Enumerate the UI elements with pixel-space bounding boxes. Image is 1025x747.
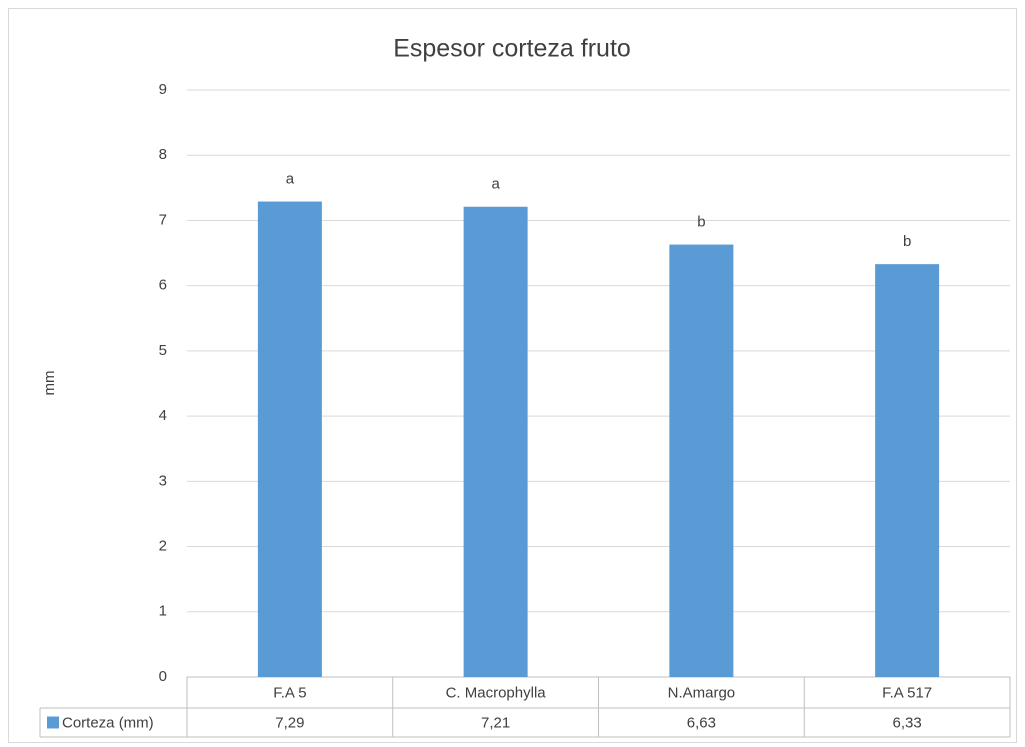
legend-swatch [47, 716, 59, 729]
bar [875, 264, 940, 677]
x-tick-label: C. Macrophylla [446, 684, 547, 701]
chart-title: Espesor corteza fruto [393, 35, 631, 63]
y-tick-label: 8 [159, 146, 167, 163]
table-value: 7,29 [275, 714, 304, 731]
bar [669, 244, 734, 677]
y-tick-label: 3 [159, 472, 167, 489]
table-value: 6,33 [893, 714, 922, 731]
table-value: 7,21 [481, 714, 510, 731]
y-tick-label: 2 [159, 538, 167, 555]
annotation: b [697, 214, 705, 231]
y-tick-label: 4 [159, 407, 167, 424]
annotation: a [491, 176, 500, 193]
annotation: a [286, 170, 295, 187]
y-tick-label: 6 [159, 277, 167, 294]
x-tick-label: F.A 5 [273, 684, 306, 701]
y-tick-label: 1 [159, 603, 167, 620]
bar [463, 206, 528, 677]
bar [257, 201, 322, 677]
table-value: 6,63 [687, 714, 716, 731]
y-tick-label: 5 [159, 342, 167, 359]
legend-label: Corteza (mm) [62, 714, 154, 731]
y-tick-label: 7 [159, 211, 167, 228]
y-axis-label: mm [41, 371, 58, 396]
y-tick-label: 9 [159, 81, 167, 98]
y-tick-label: 0 [159, 668, 167, 685]
annotation: b [903, 233, 911, 250]
x-tick-label: F.A 517 [882, 684, 932, 701]
x-tick-label: N.Amargo [668, 684, 736, 701]
